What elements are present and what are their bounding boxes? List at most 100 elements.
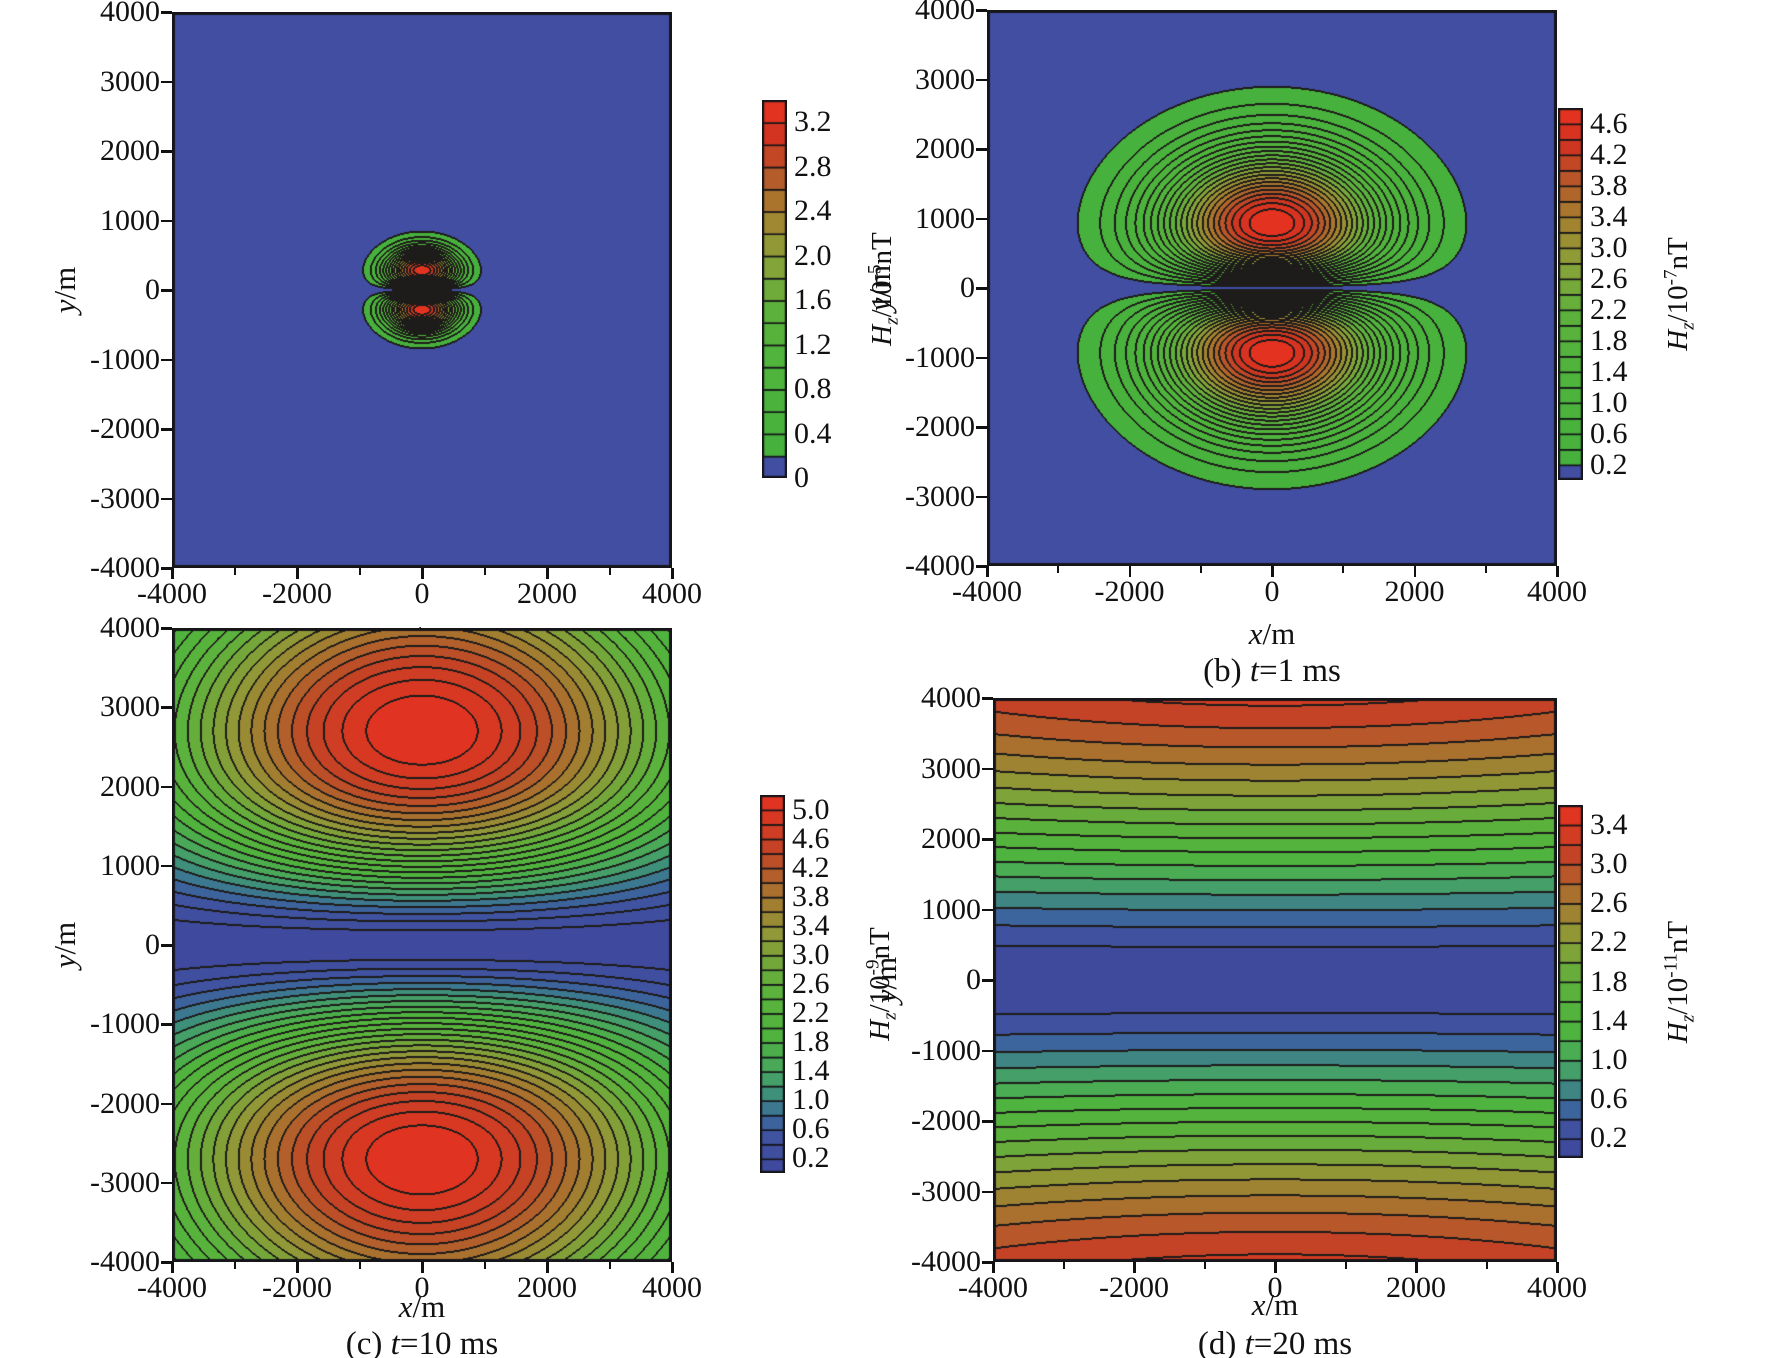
colorbar-tick-label: 1.8 bbox=[1590, 964, 1628, 998]
x-minor-tick-mark bbox=[1199, 566, 1202, 573]
colorbar-tick-label: 2.6 bbox=[1590, 886, 1628, 920]
colorbar-tick-label: 3.8 bbox=[792, 879, 830, 913]
y-tick-mark bbox=[161, 1023, 172, 1026]
y-tick-mark bbox=[976, 148, 987, 151]
y-tick-label: 4000 bbox=[100, 611, 160, 644]
x-tick-label: 4000 bbox=[642, 577, 702, 610]
colorbar-label-d: Hz/10-11nT bbox=[1660, 920, 1699, 1043]
y-tick-mark bbox=[976, 217, 987, 220]
x-tick-label: -4000 bbox=[958, 1271, 1028, 1304]
y-tick-label: 1000 bbox=[100, 848, 160, 882]
x-minor-tick-mark bbox=[1062, 1262, 1065, 1269]
colorbar-tick-label: 3.4 bbox=[792, 908, 830, 942]
x-minor-tick-mark bbox=[1485, 1262, 1488, 1269]
x-tick-mark bbox=[671, 1262, 674, 1273]
x-tick-label: 2000 bbox=[1386, 1271, 1446, 1304]
colorbar-tick-label: 2.8 bbox=[794, 149, 832, 183]
x-tick-label: 0 bbox=[1264, 575, 1280, 608]
colorbar-c bbox=[760, 795, 785, 1173]
x-tick-mark bbox=[671, 568, 674, 579]
x-axis-label-b: x/m bbox=[1248, 616, 1296, 651]
colorbar-tick-label: 4.6 bbox=[792, 821, 830, 855]
colorbar-tick-label: 2.0 bbox=[794, 238, 832, 272]
x-tick-mark bbox=[1128, 566, 1131, 577]
colorbar-tick-label: 2.6 bbox=[1590, 261, 1628, 295]
y-tick-label: 0 bbox=[966, 963, 981, 996]
y-tick-mark bbox=[976, 9, 987, 12]
x-minor-tick-mark bbox=[233, 568, 236, 575]
colorbar-tick-label: 1.4 bbox=[792, 1054, 830, 1088]
y-tick-label: -3000 bbox=[911, 1174, 981, 1208]
y-tick-mark bbox=[982, 697, 993, 700]
x-tick-label: -2000 bbox=[262, 1271, 332, 1304]
y-tick-label: -1000 bbox=[90, 1007, 160, 1041]
colorbar-tick-label: 2.2 bbox=[792, 996, 830, 1030]
x-minor-tick-mark bbox=[233, 1262, 236, 1269]
y-tick-mark bbox=[161, 358, 172, 361]
colorbar-tick-label: 0.6 bbox=[792, 1112, 830, 1146]
y-tick-mark bbox=[161, 785, 172, 788]
x-tick-mark bbox=[421, 568, 424, 579]
x-tick-mark bbox=[171, 568, 174, 579]
colorbar-tick-label: 4.6 bbox=[1590, 106, 1628, 140]
contour-plot-d bbox=[993, 698, 1557, 1262]
x-tick-label: 2000 bbox=[1384, 575, 1445, 608]
y-tick-label: 0 bbox=[145, 273, 160, 306]
y-tick-label: 3000 bbox=[921, 751, 981, 785]
x-tick-mark bbox=[421, 1262, 424, 1273]
colorbar-tick-label: 0 bbox=[794, 461, 809, 494]
x-minor-tick-mark bbox=[1203, 1262, 1206, 1269]
x-minor-tick-mark bbox=[358, 1262, 361, 1269]
x-tick-label: 0 bbox=[414, 1271, 430, 1304]
colorbar-tick-label: 4.2 bbox=[792, 850, 830, 884]
x-tick-label: 2000 bbox=[517, 577, 577, 610]
y-tick-label: -3000 bbox=[905, 479, 975, 513]
x-minor-tick-mark bbox=[358, 568, 361, 575]
y-tick-label: -4000 bbox=[90, 551, 160, 584]
y-tick-label: 0 bbox=[145, 928, 160, 961]
x-tick-mark bbox=[992, 1262, 995, 1273]
colorbar-tick-label: 3.2 bbox=[794, 105, 832, 139]
x-tick-label: -2000 bbox=[1099, 1271, 1169, 1304]
x-minor-tick-mark bbox=[483, 1262, 486, 1269]
x-tick-mark bbox=[1556, 566, 1559, 577]
x-minor-tick-mark bbox=[483, 568, 486, 575]
x-tick-label: 2000 bbox=[517, 1271, 577, 1304]
y-tick-label: -1000 bbox=[911, 1033, 981, 1067]
y-tick-mark bbox=[976, 287, 987, 290]
y-tick-label: -1000 bbox=[905, 340, 975, 374]
colorbar-label-b: Hz/10-7nT bbox=[1660, 237, 1699, 351]
colorbar-tick-label: 1.0 bbox=[1590, 385, 1628, 419]
x-tick-label: -2000 bbox=[1094, 575, 1165, 608]
y-tick-mark bbox=[161, 567, 172, 570]
x-tick-mark bbox=[1556, 1262, 1559, 1273]
caption-b: (b) t=1 ms bbox=[1203, 653, 1341, 689]
colorbar-tick-label: 3.0 bbox=[1590, 230, 1628, 264]
y-tick-label: -2000 bbox=[905, 410, 975, 443]
x-tick-mark bbox=[296, 1262, 299, 1273]
colorbar-tick-label: 3.8 bbox=[1590, 168, 1628, 202]
y-tick-mark bbox=[161, 944, 172, 947]
y-tick-mark bbox=[161, 80, 172, 83]
y-tick-label: 2000 bbox=[100, 769, 160, 803]
y-tick-mark bbox=[161, 428, 172, 431]
y-tick-mark bbox=[161, 1261, 172, 1264]
y-tick-mark bbox=[161, 11, 172, 14]
y-tick-label: 4000 bbox=[915, 0, 975, 26]
colorbar-tick-label: 1.4 bbox=[1590, 354, 1628, 388]
y-tick-mark bbox=[161, 1102, 172, 1105]
x-tick-mark bbox=[1274, 1262, 1277, 1273]
y-tick-label: 1000 bbox=[921, 892, 981, 926]
caption-c: (c) t=10 ms bbox=[345, 1326, 499, 1358]
x-tick-mark bbox=[171, 1262, 174, 1273]
colorbar-tick-label: 2.2 bbox=[1590, 925, 1628, 959]
y-tick-label: -4000 bbox=[905, 549, 975, 582]
y-tick-mark bbox=[161, 150, 172, 153]
x-tick-label: 0 bbox=[1267, 1271, 1283, 1304]
y-tick-mark bbox=[982, 1049, 993, 1052]
colorbar-tick-label: 3.0 bbox=[792, 937, 830, 971]
x-minor-tick-mark bbox=[1057, 566, 1060, 573]
colorbar-tick-label: 0.8 bbox=[794, 372, 832, 406]
y-tick-label: 4000 bbox=[921, 681, 981, 714]
